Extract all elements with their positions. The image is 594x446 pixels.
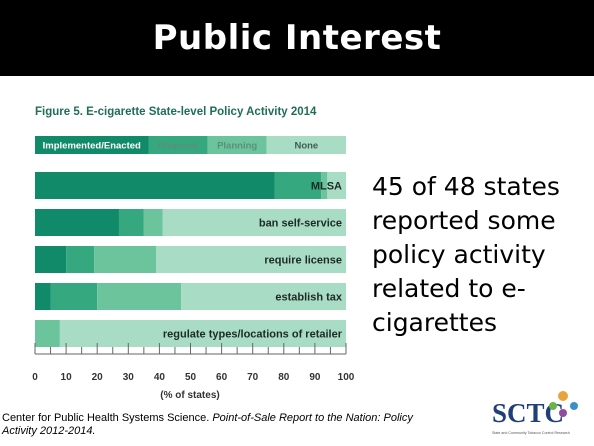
tick-label: 30 [123, 372, 135, 383]
bar-segment [59, 320, 346, 347]
tick-label: 10 [61, 372, 73, 383]
bar-segment [94, 246, 157, 273]
legend-label: None [294, 141, 318, 152]
tick-label: 80 [278, 372, 290, 383]
bar-segment [66, 246, 95, 273]
bar-segment [181, 283, 346, 310]
tick-label: 0 [32, 372, 38, 383]
title-bar: Public Interest [0, 0, 594, 76]
tick-label: 40 [154, 372, 166, 383]
citation-prefix: Center for Public Health Systems Science… [2, 412, 213, 424]
category-label: require license [264, 255, 342, 267]
legend-swatch-2 [207, 136, 267, 154]
tick-label: 90 [309, 372, 321, 383]
legend-swatch-3 [266, 136, 346, 154]
bar-segment [162, 209, 346, 236]
logo-figure-left [549, 402, 557, 410]
bar-segment [35, 283, 51, 310]
sctc-logo: SCTC State and Community Tobacco Control… [492, 391, 578, 435]
chart: Figure 5. E-cigarette State-level Policy… [32, 106, 355, 401]
bar-segment [35, 209, 119, 236]
bar-segment [156, 246, 346, 273]
logo-tagline: State and Community Tobacco Control Rese… [492, 431, 570, 435]
bar-segment [321, 172, 328, 199]
category-label: ban self-service [259, 218, 342, 230]
bar-segment [118, 209, 144, 236]
bar-segment [274, 172, 322, 199]
tick-label: 20 [92, 372, 104, 383]
tick-label: 60 [216, 372, 228, 383]
bar-segment [35, 172, 275, 199]
legend-label: Implemented/Enacted [43, 141, 141, 152]
bar-segment [35, 320, 60, 347]
bars: MLSA ban self-service require license estab… [35, 172, 346, 347]
logo-figure-head [558, 391, 568, 401]
slide-title: Public Interest [152, 18, 442, 58]
bar-segment [327, 172, 346, 199]
legend: Implemented/Enacted Proposal Planning None [35, 136, 346, 154]
side-text: 45 of 48 states reported some policy act… [372, 172, 560, 337]
legend-swatch-1 [148, 136, 208, 154]
bar-segment [97, 283, 182, 310]
tick-label: 100 [338, 372, 355, 383]
bar-segment [35, 246, 67, 273]
logo-figure-center [559, 409, 567, 417]
category-label: establish tax [275, 292, 343, 304]
bar-segment [50, 283, 98, 310]
tick-label: 70 [247, 372, 259, 383]
tick-label: 50 [185, 372, 197, 383]
x-axis-label: (% of states) [160, 390, 219, 401]
bar-segment [143, 209, 163, 236]
legend-label: Planning [217, 141, 257, 152]
logo-figure-right [570, 402, 578, 410]
chart-title: Figure 5. E-cigarette State-level Policy… [35, 106, 317, 118]
citation-title: Point-of-Sale Report to the Nation: Poli… [2, 412, 413, 437]
category-label: MLSA [311, 181, 342, 193]
legend-label: Proposal [158, 141, 199, 152]
x-axis: 0 10 20 30 40 50 60 70 80 90 100 [32, 343, 355, 383]
category-label: regulate types/locations of retailer [163, 329, 343, 341]
legend-swatch-0 [35, 136, 149, 154]
citation: Center for Public Health Systems Science… [2, 412, 442, 438]
